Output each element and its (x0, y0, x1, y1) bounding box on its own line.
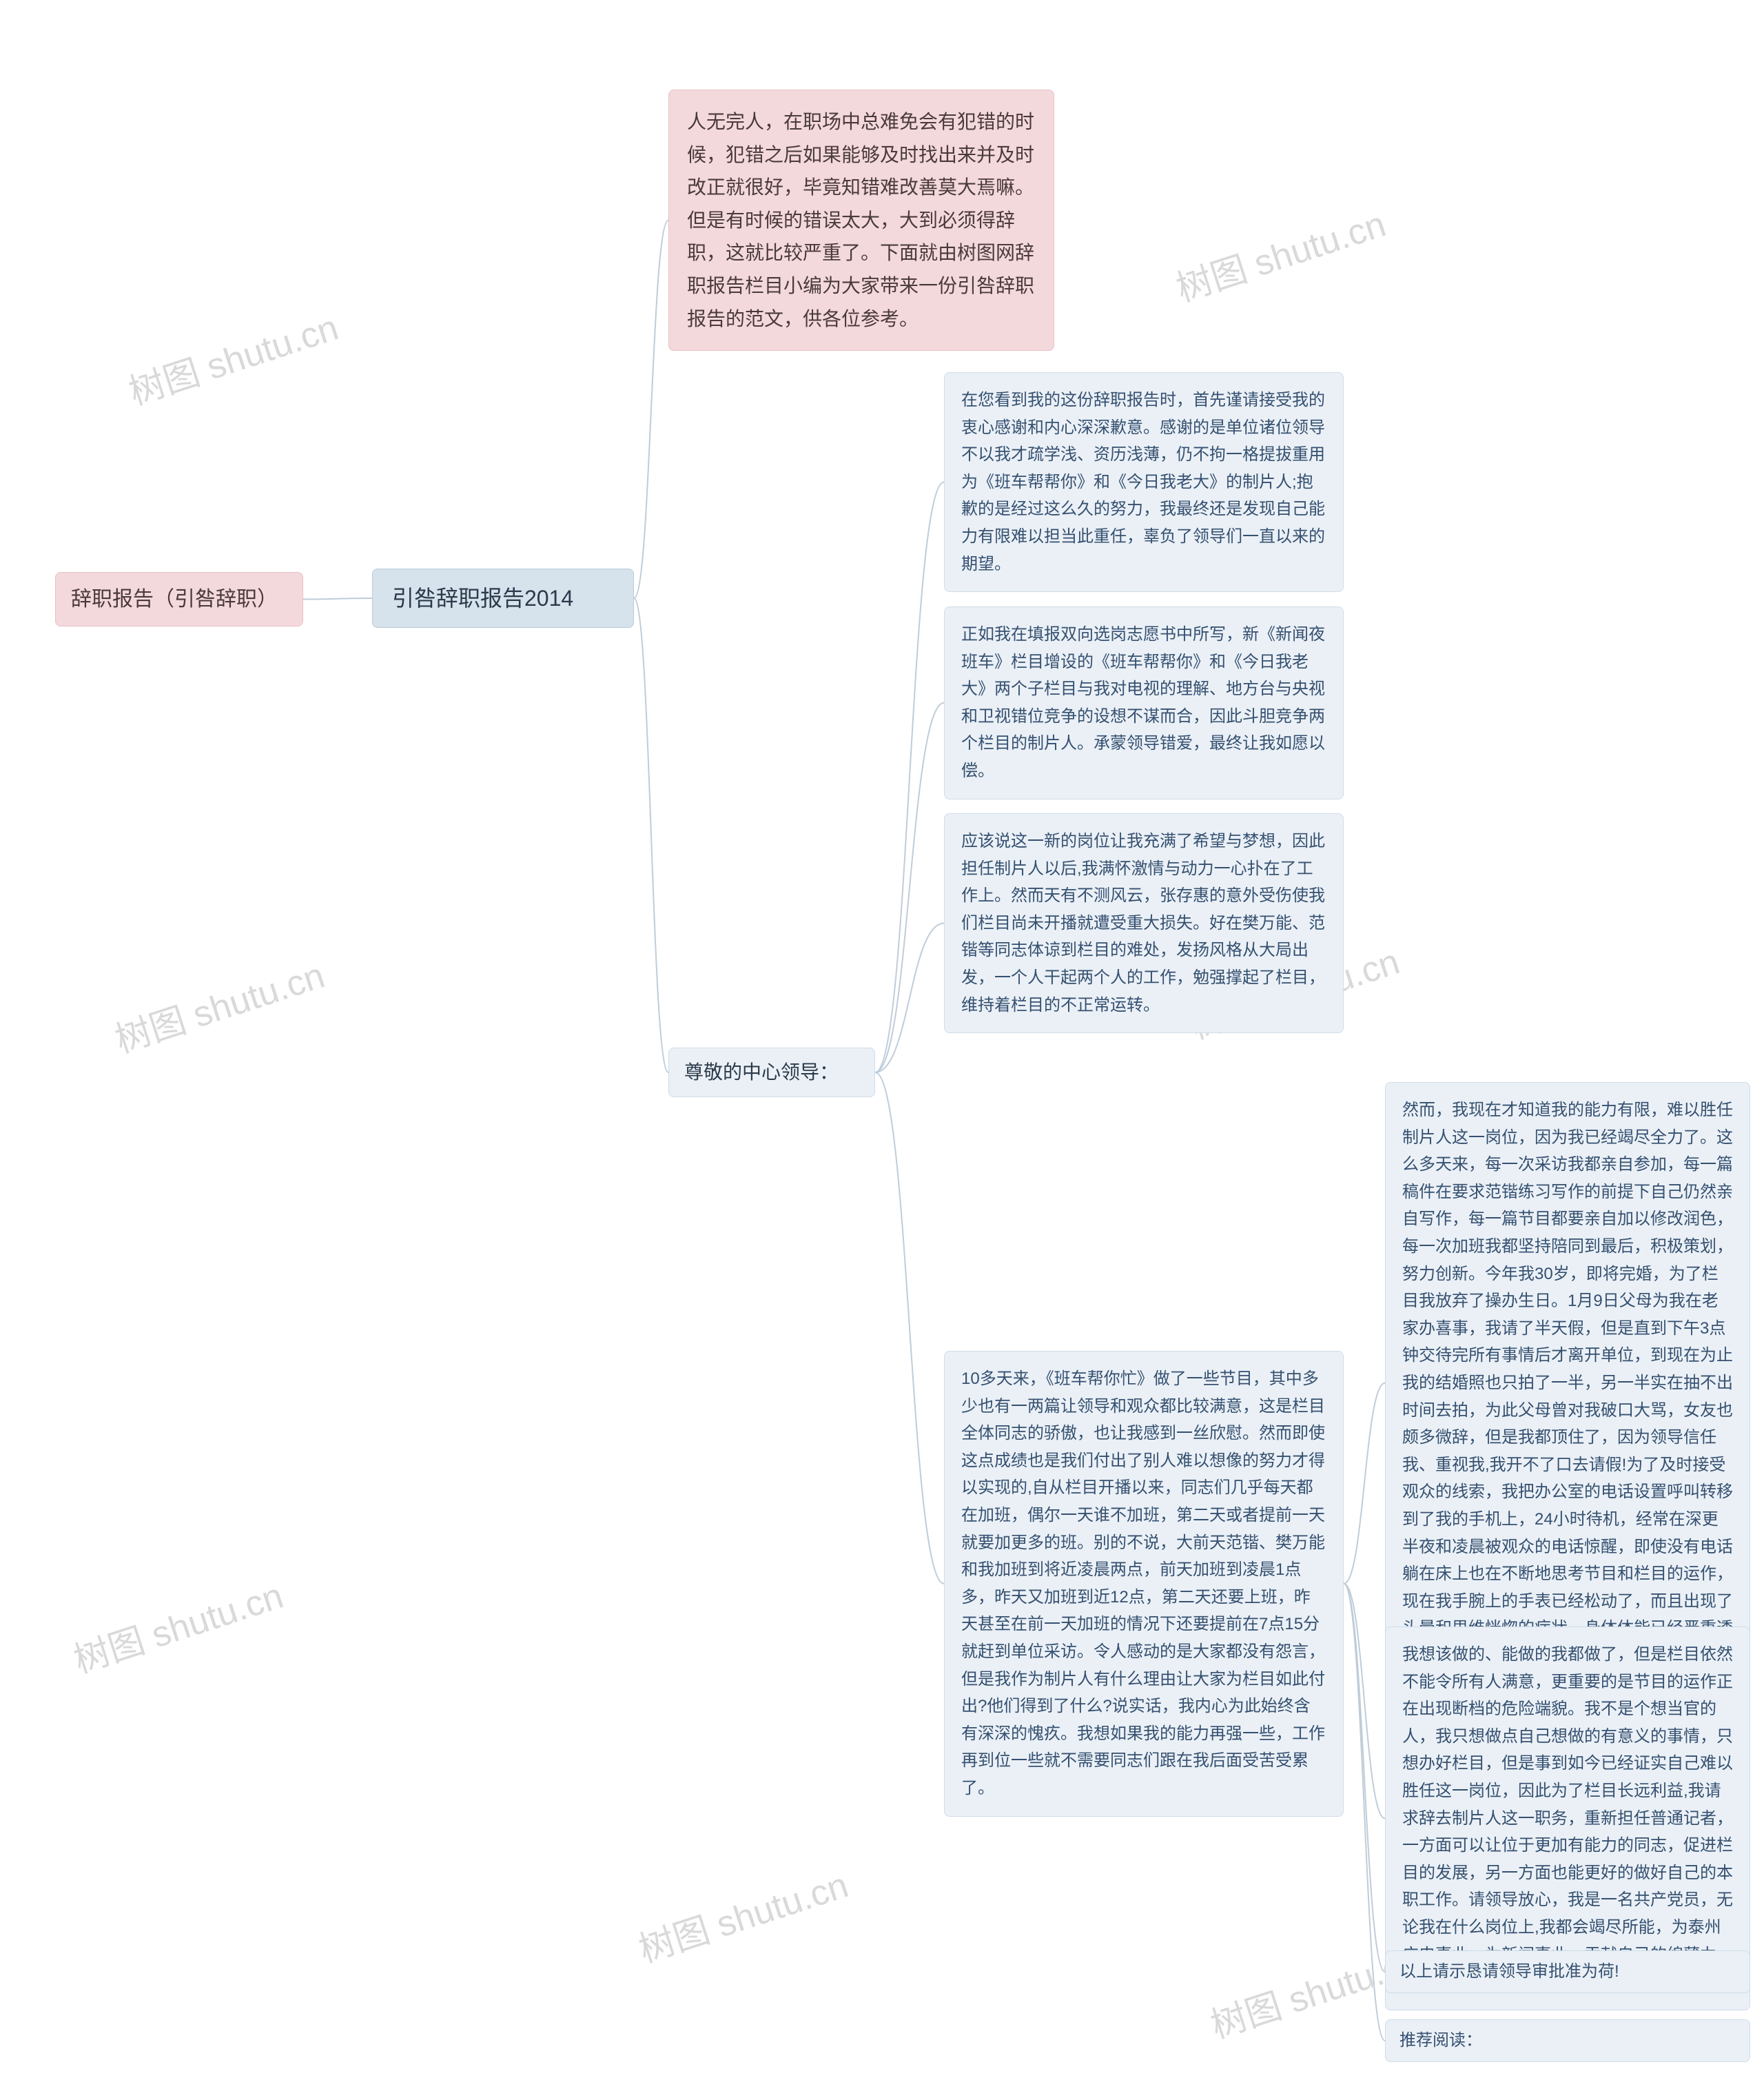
paragraph-node[interactable]: 在您看到我的这份辞职报告时，首先谨请接受我的衷心感谢和内心深深歉意。感谢的是单位… (944, 372, 1344, 592)
paragraph-node[interactable]: 10多天来，《班车帮你忙》做了一些节目，其中多少也有一两篇让领导和观众都比较满意… (944, 1351, 1344, 1817)
recommended-reading-node[interactable]: 推荐阅读： (1385, 2019, 1750, 2062)
section-heading-node[interactable]: 尊敬的中心领导： (668, 1048, 875, 1097)
paragraph-node[interactable]: 应该说这一新的岗位让我充满了希望与梦想，因此担任制片人以后,我满怀激情与动力一心… (944, 813, 1344, 1033)
watermark: 树图 shutu.cn (121, 298, 344, 415)
watermark: 树图 shutu.cn (107, 946, 330, 1063)
mindmap-canvas: 树图 shutu.cn 树图 shutu.cn 树图 shutu.cn 树图 s… (0, 0, 1764, 2080)
watermark: 树图 shutu.cn (1169, 195, 1391, 312)
closing-node[interactable]: 以上请示恳请领导审批准为荷! (1385, 1950, 1750, 1993)
watermark: 树图 shutu.cn (66, 1567, 289, 1683)
paragraph-node[interactable]: 正如我在填报双向选岗志愿书中所写，新《新闻夜班车》栏目增设的《班车帮帮你》和《今… (944, 606, 1344, 799)
intro-node[interactable]: 人无完人，在职场中总难免会有犯错的时候，犯错之后如果能够及时找出来并及时改正就很… (668, 90, 1054, 351)
watermark: 树图 shutu.cn (631, 1856, 854, 1972)
root-node[interactable]: 辞职报告（引咎辞职） (55, 572, 303, 626)
title-node[interactable]: 引咎辞职报告2014 (372, 569, 634, 628)
paragraph-node[interactable]: 然而，我现在才知道我的能力有限，难以胜任制片人这一岗位，因为我已经竭尽全力了。这… (1385, 1082, 1750, 1684)
